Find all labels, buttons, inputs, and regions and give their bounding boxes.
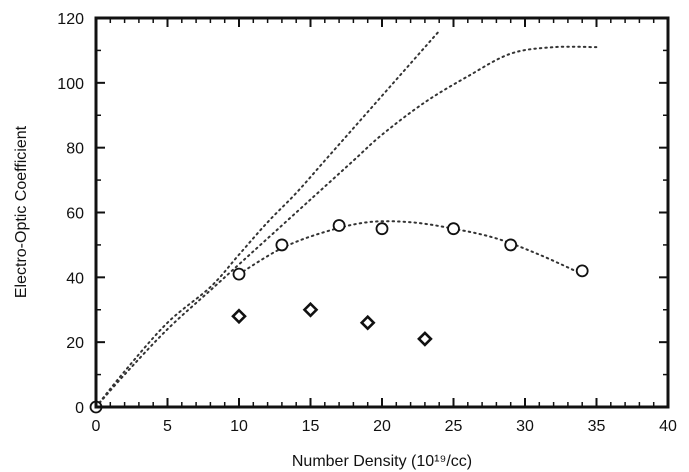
- y-tick-label: 60: [66, 206, 84, 223]
- plot-frame: [94, 16, 670, 409]
- circle-data-point: [575, 264, 589, 278]
- x-tick-label: 10: [230, 418, 248, 435]
- x-tick-label: 20: [373, 418, 391, 435]
- diamond-data-point: [359, 314, 376, 331]
- circle-data-point: [332, 219, 346, 232]
- x-axis-title: Number Density (10¹⁹/cc): [292, 453, 472, 470]
- fit-curve-4: [238, 220, 584, 276]
- diamond-data-point: [231, 308, 247, 325]
- y-tick-label: 120: [57, 11, 84, 28]
- x-tick-label: 35: [588, 418, 606, 435]
- y-axis-title: Electro-Optic Coefficient: [13, 125, 30, 298]
- y-tick-label: 20: [66, 335, 84, 352]
- diamond-data-point: [302, 301, 319, 318]
- circle-data-point: [232, 267, 246, 281]
- circle-data-point: [447, 222, 460, 236]
- circle-data-point: [504, 238, 518, 252]
- y-tick-label: 100: [57, 76, 84, 93]
- x-tick-label: 0: [92, 418, 101, 435]
- x-tick-label: 15: [302, 418, 320, 435]
- x-tick-label: 25: [445, 418, 463, 435]
- x-tick-label: 5: [163, 418, 172, 435]
- diamond-data-point: [417, 331, 433, 347]
- fit-curve-3: [95, 45, 598, 408]
- axis-ticks: 0 5 10 15 20 25 30 35 40 0 20 40 60 80 100 120: [57, 11, 677, 435]
- circle-data-point: [375, 222, 389, 236]
- y-tick-label: 40: [66, 270, 84, 287]
- circle-data-point: [275, 238, 289, 252]
- x-tick-label: 30: [516, 418, 534, 435]
- chart-marks: [89, 29, 598, 414]
- y-tick-label: 0: [75, 400, 84, 417]
- y-tick-label: 80: [66, 141, 84, 158]
- x-tick-label: 40: [659, 418, 677, 435]
- fit-curve-2: [95, 29, 441, 408]
